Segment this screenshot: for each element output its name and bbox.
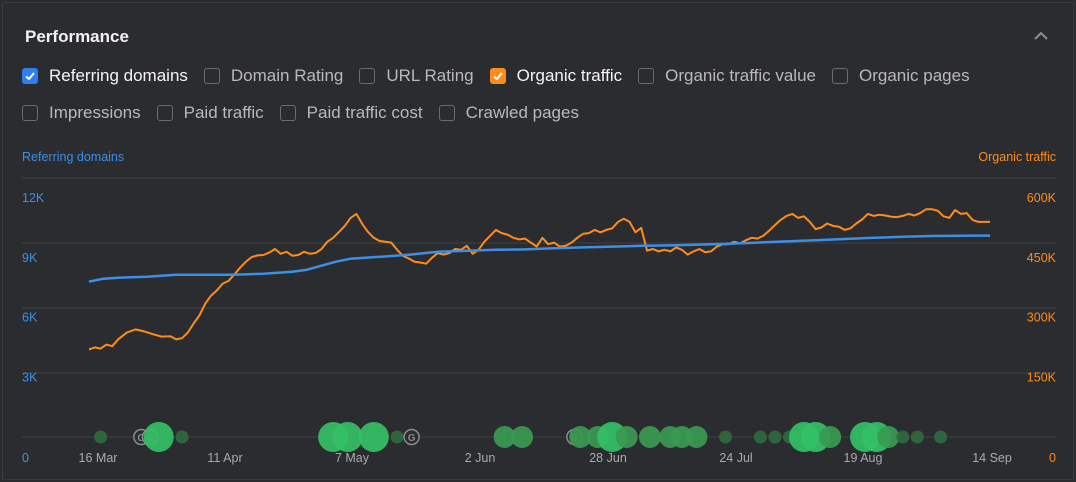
left-tick-label: 12K (22, 191, 45, 205)
metric-toggle[interactable]: Referring domains (22, 64, 188, 87)
event-marker (877, 426, 900, 448)
right-tick-label: 150K (1027, 370, 1057, 384)
event-marker (390, 430, 404, 444)
left-tick-label: 0 (22, 451, 29, 465)
google-icon: G (408, 433, 416, 444)
metric-label: URL Rating (386, 65, 474, 85)
event-marker (896, 430, 910, 444)
metric-label: Paid traffic (183, 102, 264, 122)
event-marker (94, 430, 108, 444)
metric-toggle[interactable]: Organic traffic (489, 64, 623, 87)
panel-title: Performance (25, 27, 129, 46)
metric-toggle[interactable]: Paid traffic (156, 101, 264, 124)
right-tick-label: 0 (1049, 451, 1056, 465)
event-marker (719, 430, 733, 444)
right-axis-title: Organic traffic (978, 150, 1056, 164)
x-tick-label: 24 Jul (719, 451, 752, 465)
event-marker (768, 430, 782, 444)
event-marker (358, 422, 389, 452)
left-axis-title: Referring domains (22, 150, 125, 164)
event-marker (910, 430, 924, 444)
x-tick-label: 7 May (335, 451, 370, 465)
event-marker (615, 426, 638, 448)
event-marker (569, 426, 592, 448)
x-tick-label: 28 Jun (589, 451, 627, 465)
metric-toggle[interactable]: Crawled pages (438, 101, 579, 124)
metric-toggle[interactable]: URL Rating (359, 64, 474, 87)
metric-toggle[interactable]: Organic traffic value (638, 64, 816, 87)
metric-label: Referring domains (49, 65, 188, 85)
event-marker (819, 426, 842, 448)
event-marker (493, 426, 516, 448)
metric-label: Organic traffic value (665, 65, 816, 85)
chevron-up-icon[interactable] (1031, 29, 1051, 43)
metric-label: Crawled pages (465, 102, 579, 122)
right-tick-label: 450K (1027, 251, 1057, 265)
event-marker (332, 422, 363, 452)
checkbox[interactable] (22, 104, 38, 121)
x-tick-label: 19 Aug (844, 451, 883, 465)
metric-label: Impressions (49, 102, 141, 122)
referring-domains-line (88, 234, 990, 283)
left-tick-label: 3K (22, 370, 38, 384)
checkbox[interactable] (203, 67, 220, 84)
checkbox[interactable] (22, 67, 38, 84)
metric-toggle[interactable]: Paid traffic cost (279, 101, 423, 124)
checkbox[interactable] (489, 67, 506, 84)
event-marker (638, 426, 661, 448)
metric-toggle[interactable]: Organic pages (832, 64, 970, 87)
checkbox[interactable] (156, 104, 173, 121)
metric-toggle[interactable]: Impressions (22, 101, 141, 124)
left-tick-label: 6K (22, 311, 38, 325)
google-update-marker (403, 428, 420, 446)
left-tick-label: 9K (22, 251, 38, 265)
organic-traffic-line (88, 208, 990, 351)
checkbox[interactable] (279, 104, 296, 121)
x-tick-label: 11 Apr (207, 451, 242, 465)
event-marker (143, 422, 174, 452)
checkbox[interactable] (638, 67, 655, 84)
metric-label: Organic traffic (516, 65, 623, 85)
event-marker (934, 430, 948, 444)
checkbox[interactable] (359, 67, 376, 84)
metric-label: Organic pages (859, 65, 970, 85)
x-tick-label: 2 Jun (465, 451, 496, 465)
x-tick-label: 14 Sep (972, 451, 1012, 465)
checkbox[interactable] (832, 67, 848, 84)
event-marker (685, 426, 708, 448)
x-tick-label: 16 Mar (79, 451, 118, 465)
event-marker (511, 426, 534, 448)
metric-label: Paid traffic cost (306, 102, 423, 122)
metric-toggle[interactable]: Domain Rating (203, 64, 344, 87)
event-marker (753, 430, 767, 444)
checkbox[interactable] (438, 104, 455, 121)
right-tick-label: 300K (1027, 311, 1057, 325)
google-icon: G (137, 433, 145, 444)
right-tick-label: 600K (1027, 191, 1057, 205)
event-marker (175, 430, 189, 444)
metric-selector: Referring domains Domain Rating URL Rating… (22, 64, 1052, 124)
metric-label: Domain Rating (230, 65, 344, 85)
